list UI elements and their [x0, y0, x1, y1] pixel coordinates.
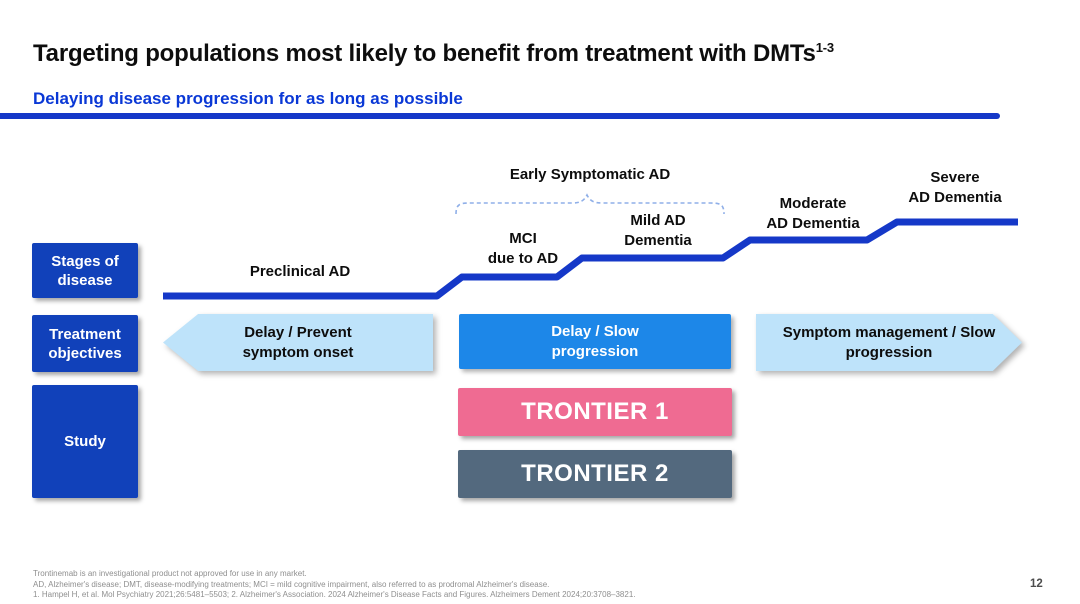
footnote-line-1: Trontinemab is an investigational produc… — [33, 569, 307, 578]
title-reference-superscript: 1-3 — [815, 40, 834, 55]
study-trontier-2-box: TRONTIER 2 — [458, 450, 732, 498]
objective-delay-slow-box: Delay / Slow progression — [459, 314, 731, 369]
label-mild-ad-dementia: Mild AD Dementia — [624, 212, 692, 249]
slide-title: Targeting populations most likely to ben… — [33, 40, 834, 68]
label-severe-ad-dementia: Severe AD Dementia — [908, 169, 1002, 206]
footnote-line-3: 1. Hampel H, et al. Mol Psychiatry 2021;… — [33, 590, 636, 599]
footnote-line-2: AD, Alzheimer's disease; DMT, disease-mo… — [33, 579, 550, 589]
row-header-study: Study — [32, 385, 138, 498]
slide-title-text: Targeting populations most likely to ben… — [33, 40, 816, 67]
footnotes: Trontinemab is an investigational produc… — [33, 569, 636, 601]
objective-symptom-management-label: Symptom management / Slow progression — [756, 314, 1022, 371]
slide-subtitle: Delaying disease progression for as long… — [33, 89, 463, 108]
label-mci-due-to-ad: MCI due to AD — [487, 230, 559, 267]
objective-symptom-management-arrow: Symptom management / Slow progression — [756, 314, 1022, 371]
objective-delay-prevent-label: Delay / Prevent symptom onset — [163, 314, 433, 371]
label-moderate-ad-dementia: Moderate AD Dementia — [766, 195, 860, 232]
objective-delay-prevent-arrow: Delay / Prevent symptom onset — [163, 314, 433, 371]
label-preclinical-ad: Preclinical AD — [249, 263, 351, 280]
page-number: 12 — [1030, 578, 1043, 590]
header-divider-line — [0, 113, 1000, 119]
study-trontier-1-box: TRONTIER 1 — [458, 388, 732, 436]
row-header-treatment-objectives: Treatment objectives — [32, 315, 138, 372]
label-early-symptomatic-ad: Early Symptomatic AD — [509, 166, 671, 183]
row-header-stages-of-disease: Stages of disease — [32, 243, 138, 298]
